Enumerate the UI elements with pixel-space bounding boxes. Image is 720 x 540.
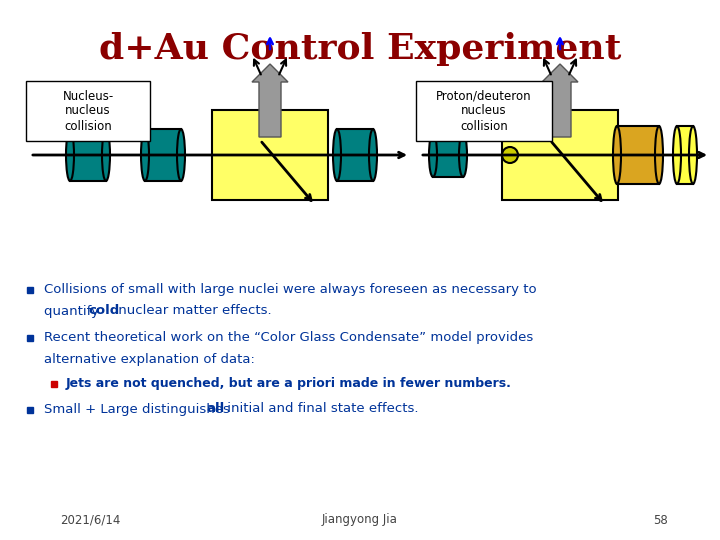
Ellipse shape bbox=[502, 147, 518, 163]
Text: 2021/6/14: 2021/6/14 bbox=[60, 514, 120, 526]
Ellipse shape bbox=[369, 129, 377, 181]
Bar bbox=[617, 126, 659, 184]
Ellipse shape bbox=[141, 129, 149, 181]
Bar bbox=[337, 129, 373, 181]
Text: cold: cold bbox=[88, 305, 120, 318]
Text: Jets are not quenched, but are a priori made in fewer numbers.: Jets are not quenched, but are a priori … bbox=[66, 376, 512, 389]
Text: Proton/deuteron
nucleus
collision: Proton/deuteron nucleus collision bbox=[436, 90, 532, 132]
Text: all: all bbox=[206, 402, 224, 415]
Bar bbox=[677, 126, 693, 184]
Text: Nucleus-
nucleus
collision: Nucleus- nucleus collision bbox=[63, 90, 114, 132]
Ellipse shape bbox=[459, 133, 467, 177]
Text: Collisions of small with large nuclei were always foreseen as necessary to: Collisions of small with large nuclei we… bbox=[44, 282, 536, 295]
Text: Small + Large distinguishes: Small + Large distinguishes bbox=[44, 402, 234, 415]
Bar bbox=[433, 133, 463, 177]
Ellipse shape bbox=[66, 129, 74, 181]
Text: d+Au Control Experiment: d+Au Control Experiment bbox=[99, 32, 621, 66]
Text: 58: 58 bbox=[652, 514, 667, 526]
Ellipse shape bbox=[655, 126, 663, 184]
FancyArrow shape bbox=[252, 64, 288, 137]
Ellipse shape bbox=[689, 126, 697, 184]
Text: nuclear matter effects.: nuclear matter effects. bbox=[114, 305, 271, 318]
Ellipse shape bbox=[102, 129, 110, 181]
Bar bbox=[70, 129, 106, 181]
Ellipse shape bbox=[429, 133, 437, 177]
Ellipse shape bbox=[177, 129, 185, 181]
Bar bbox=[502, 110, 618, 200]
Text: quantify: quantify bbox=[44, 305, 103, 318]
Text: Recent theoretical work on the “Color Glass Condensate” model provides: Recent theoretical work on the “Color Gl… bbox=[44, 330, 534, 343]
Text: alternative explanation of data:: alternative explanation of data: bbox=[44, 353, 255, 366]
Bar bbox=[212, 110, 328, 200]
Text: Jiangyong Jia: Jiangyong Jia bbox=[322, 514, 398, 526]
FancyBboxPatch shape bbox=[26, 81, 150, 141]
Bar bbox=[145, 129, 181, 181]
FancyBboxPatch shape bbox=[416, 81, 552, 141]
Text: initial and final state effects.: initial and final state effects. bbox=[223, 402, 418, 415]
Ellipse shape bbox=[613, 126, 621, 184]
Ellipse shape bbox=[333, 129, 341, 181]
Ellipse shape bbox=[673, 126, 681, 184]
FancyArrow shape bbox=[542, 64, 578, 137]
